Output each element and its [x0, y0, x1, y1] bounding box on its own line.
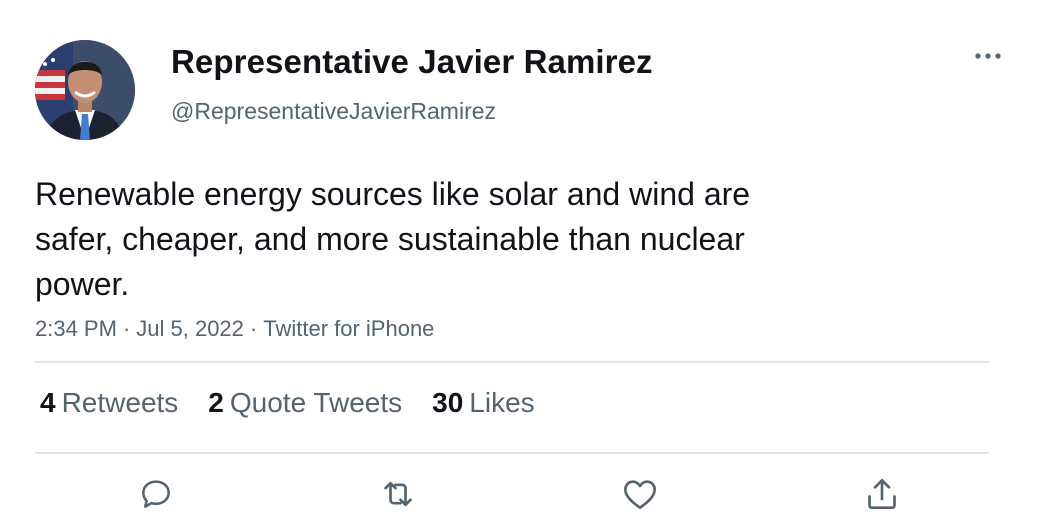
share-icon — [868, 479, 896, 509]
quote-tweets-count: 2 — [208, 387, 224, 418]
more-icon — [975, 53, 1001, 59]
divider — [35, 452, 989, 454]
heart-icon — [624, 480, 656, 509]
reply-button[interactable] — [136, 474, 176, 514]
avatar[interactable] — [35, 40, 135, 140]
tweet-source[interactable]: Twitter for iPhone — [263, 316, 435, 341]
user-handle[interactable]: @RepresentativeJavierRamirez — [171, 98, 497, 124]
retweets-stat[interactable]: 4 Retweets — [40, 387, 178, 419]
likes-label: Likes — [469, 387, 535, 418]
tweet-text: Renewable energy sources like solar and … — [35, 176, 751, 302]
engagement-stats: 4 Retweets 2 Quote Tweets 30 Likes — [40, 387, 535, 419]
likes-count: 30 — [432, 387, 464, 418]
retweets-label: Retweets — [61, 387, 179, 418]
likes-stat[interactable]: 30 Likes — [432, 387, 535, 419]
divider — [35, 361, 989, 363]
profile-photo — [35, 40, 135, 140]
more-options-button[interactable] — [970, 44, 1006, 68]
like-button[interactable] — [620, 474, 660, 514]
quote-tweets-label: Quote Tweets — [229, 387, 403, 418]
tweet-metadata: 2:34 PM · Jul 5, 2022 · Twitter for iPhone — [35, 316, 434, 342]
separator: · — [249, 316, 258, 341]
retweets-count: 4 — [40, 387, 56, 418]
tweet-date[interactable]: Jul 5, 2022 — [136, 316, 244, 341]
separator: · — [122, 316, 131, 341]
quote-tweets-stat[interactable]: 2 Quote Tweets — [208, 387, 402, 419]
reply-icon — [142, 480, 170, 508]
tweet-time[interactable]: 2:34 PM — [35, 316, 117, 341]
display-name[interactable]: Representative Javier Ramirez — [171, 43, 653, 80]
retweet-button[interactable] — [378, 474, 418, 514]
share-button[interactable] — [862, 474, 902, 514]
retweet-icon — [384, 481, 412, 507]
